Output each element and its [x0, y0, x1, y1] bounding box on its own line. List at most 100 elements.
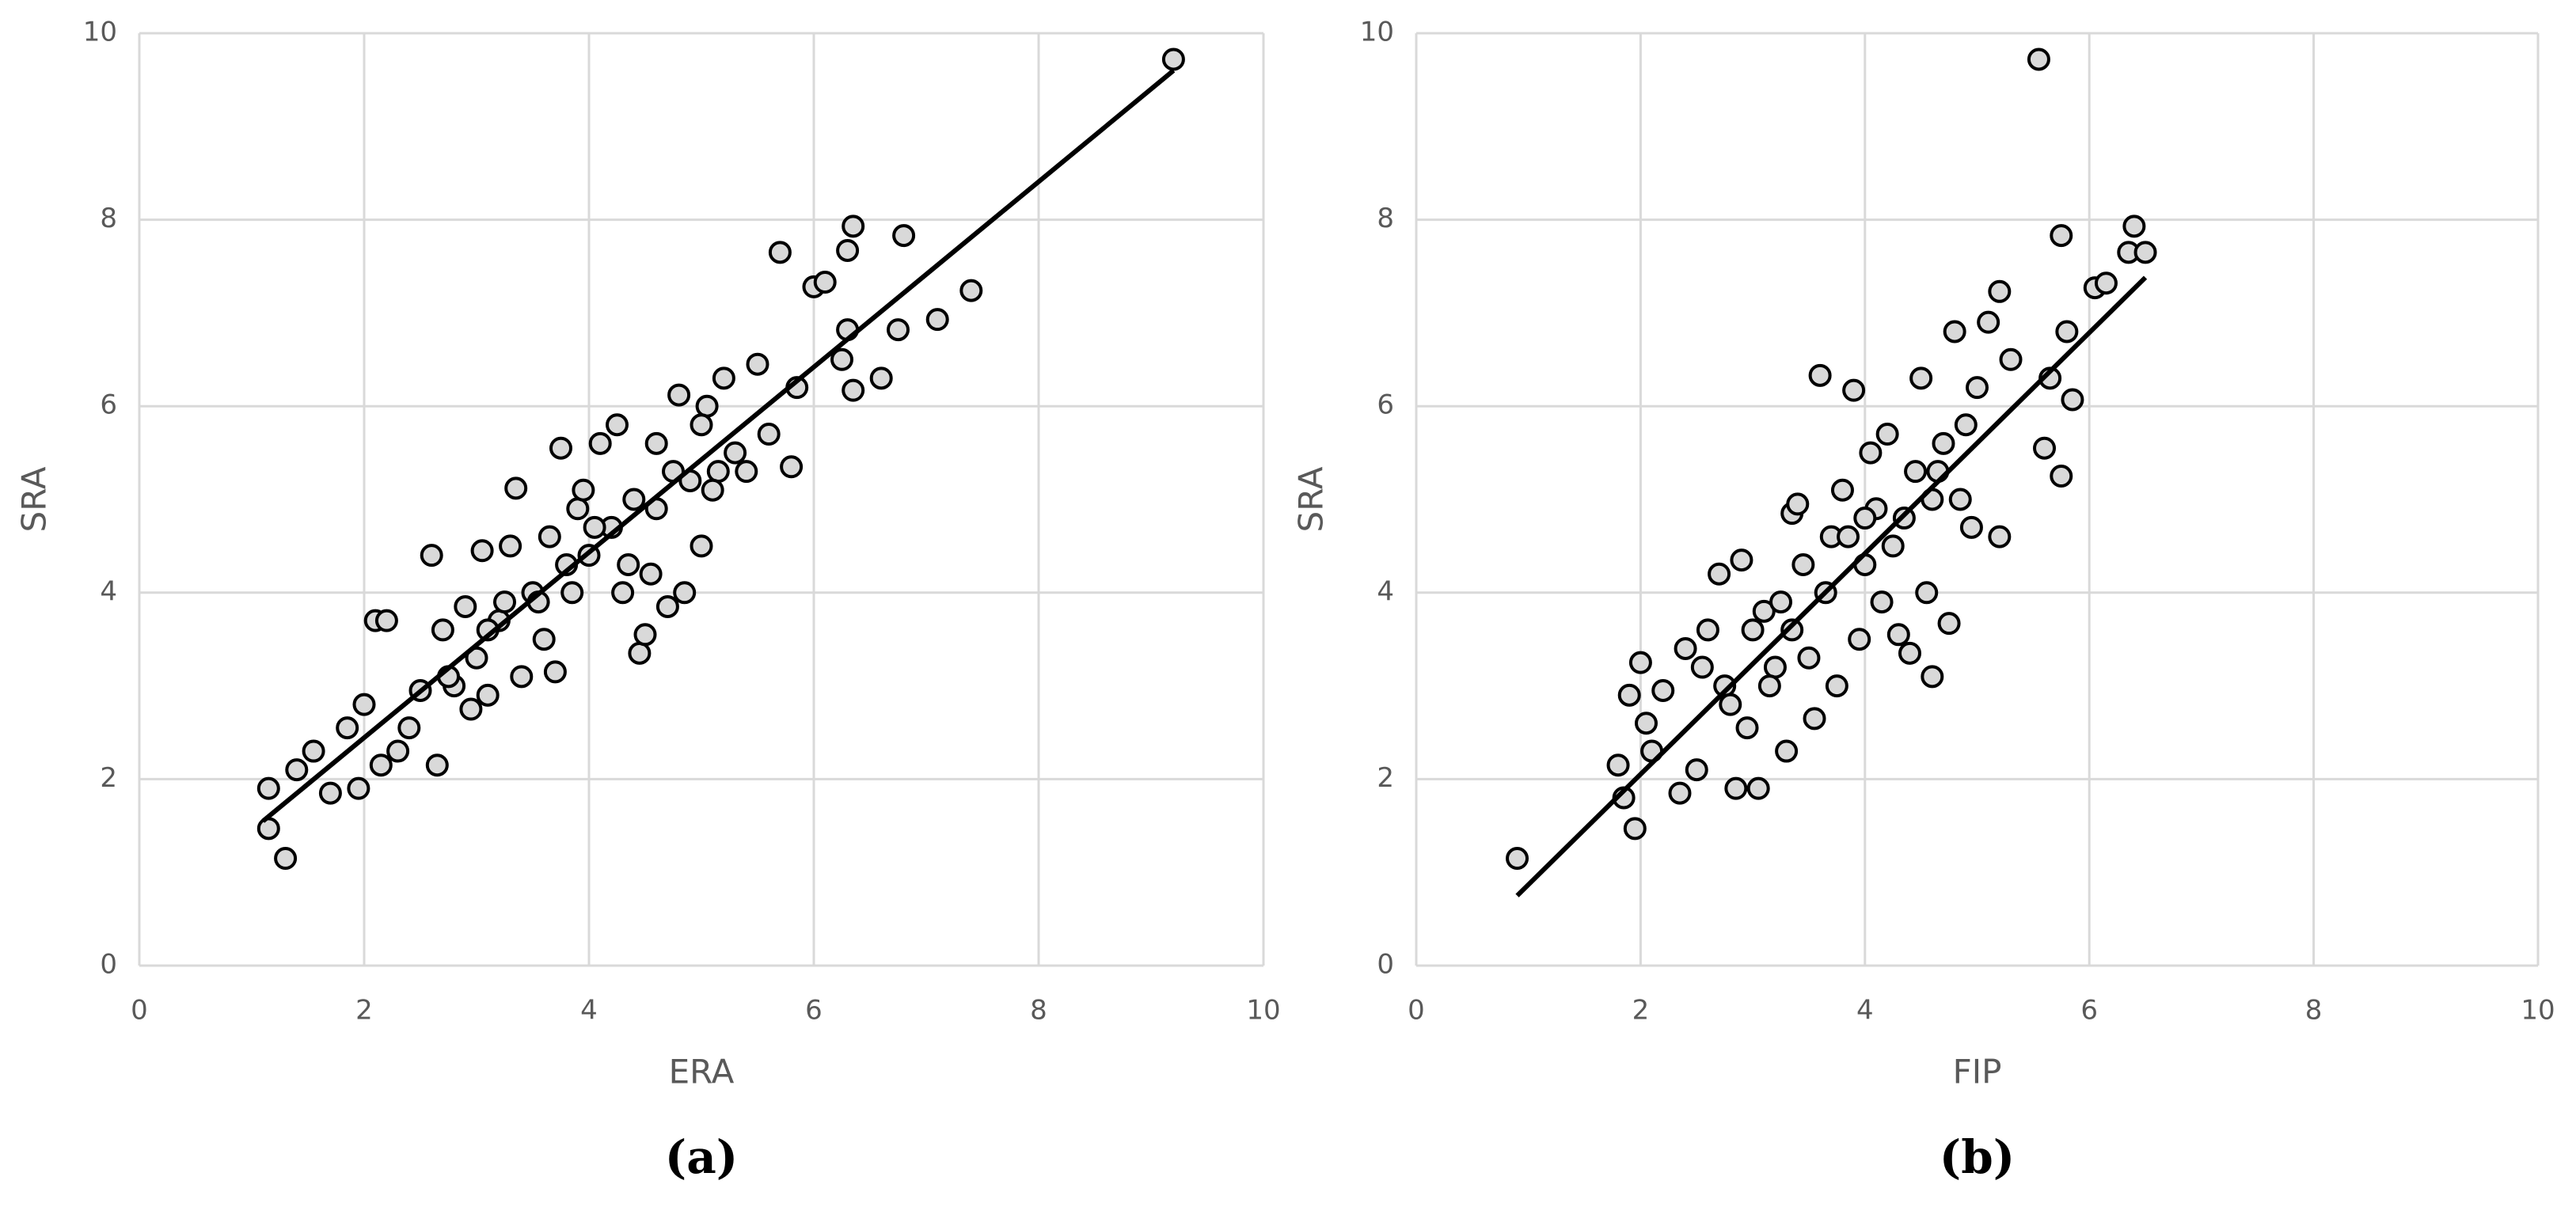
data-point: [830, 347, 853, 371]
y-tick-label: 2: [100, 762, 117, 794]
data-point: [1959, 515, 1983, 539]
data-point: [887, 318, 910, 342]
data-point: [1870, 590, 1894, 614]
data-point: [2094, 271, 2118, 295]
data-point: [633, 623, 657, 647]
data-point: [459, 697, 483, 721]
data-point: [256, 776, 280, 800]
data-point: [1606, 753, 1630, 777]
data-point: [1617, 683, 1641, 707]
data-point: [1830, 478, 1854, 502]
data-point: [285, 758, 309, 782]
y-tick-label: 6: [1377, 389, 1394, 421]
data-point: [1752, 599, 1776, 623]
data-point: [1735, 716, 1759, 740]
data-point: [2050, 224, 2073, 248]
data-point: [318, 781, 342, 805]
data-point: [667, 383, 691, 407]
data-point: [543, 660, 567, 684]
data-point: [1775, 739, 1799, 763]
x-tick-label: 6: [805, 995, 823, 1027]
data-point: [1741, 618, 1765, 642]
y-tick-label: 8: [100, 203, 117, 234]
data-point: [397, 716, 421, 740]
data-point: [768, 241, 792, 264]
data-point: [1977, 310, 2000, 334]
data-point: [1763, 655, 1787, 679]
data-point: [842, 378, 865, 402]
data-point: [1719, 693, 1742, 716]
data-point: [1746, 776, 1770, 800]
data-point: [476, 683, 500, 707]
data-point: [1506, 847, 1529, 871]
data-point: [1988, 525, 2012, 548]
data-point: [510, 665, 534, 689]
data-point: [2050, 465, 2073, 488]
data-point: [493, 590, 516, 614]
y-axis-label: SRA: [1292, 466, 1331, 532]
data-point: [1696, 618, 1719, 642]
data-point: [1954, 413, 1978, 437]
data-point: [1757, 674, 1781, 698]
data-point: [1859, 441, 1883, 465]
data-point: [1926, 460, 1950, 484]
data-point: [572, 478, 595, 502]
data-point: [1842, 378, 1866, 402]
y-tick-label: 6: [100, 389, 117, 421]
data-point: [622, 488, 646, 511]
data-point: [1674, 636, 1697, 660]
x-tick-label: 4: [1856, 995, 1874, 1027]
data-point: [560, 581, 584, 605]
y-tick-label: 0: [100, 949, 117, 981]
data-point: [673, 581, 697, 605]
data-point: [1808, 363, 1832, 387]
data-point: [735, 460, 758, 484]
data-point: [538, 525, 561, 548]
data-point: [454, 594, 477, 618]
data-point: [2055, 320, 2079, 344]
data-point: [588, 431, 612, 455]
data-point: [1651, 678, 1675, 702]
y-tick-label: 8: [1377, 203, 1394, 234]
x-tick-label: 2: [355, 995, 373, 1027]
data-point: [690, 534, 713, 558]
data-point: [2122, 214, 2146, 238]
data-point: [302, 739, 325, 763]
data-point: [374, 609, 398, 632]
data-point: [925, 308, 949, 332]
data-point: [2027, 47, 2050, 71]
data-point: [2133, 241, 2157, 264]
data-point: [639, 562, 663, 586]
data-point: [1791, 552, 1815, 576]
y-tick-label: 4: [1377, 575, 1394, 607]
data-point: [1921, 665, 1944, 689]
data-point: [757, 423, 781, 446]
y-tick-label: 4: [100, 575, 117, 607]
data-point: [1875, 423, 1899, 446]
data-point: [566, 497, 590, 521]
data-point: [2061, 388, 2084, 412]
trendline: [261, 68, 1176, 823]
caption: (b): [1940, 1130, 2015, 1184]
data-point: [695, 394, 719, 418]
y-axis-label: SRA: [15, 466, 54, 532]
y-tick-label: 10: [83, 17, 117, 48]
chart-panel: 0 2 4 6 8 10 0 2 4 6 8 10 FIP SRA (b): [1292, 17, 2555, 1185]
data-point: [1769, 590, 1793, 614]
data-point: [336, 716, 359, 740]
data-point: [549, 436, 572, 460]
data-point: [1988, 279, 2012, 303]
data-point: [712, 366, 735, 390]
data-point: [1932, 431, 1955, 455]
trendline: [1515, 275, 2148, 898]
data-point: [1730, 548, 1753, 572]
data-point: [1948, 488, 1972, 511]
data-point: [746, 352, 769, 376]
data-point: [386, 739, 410, 763]
data-point: [583, 515, 606, 539]
caption: (a): [665, 1130, 738, 1184]
data-point: [1724, 776, 1748, 800]
data-point: [701, 478, 724, 502]
data-point: [628, 641, 652, 665]
x-tick-label: 4: [580, 995, 598, 1027]
